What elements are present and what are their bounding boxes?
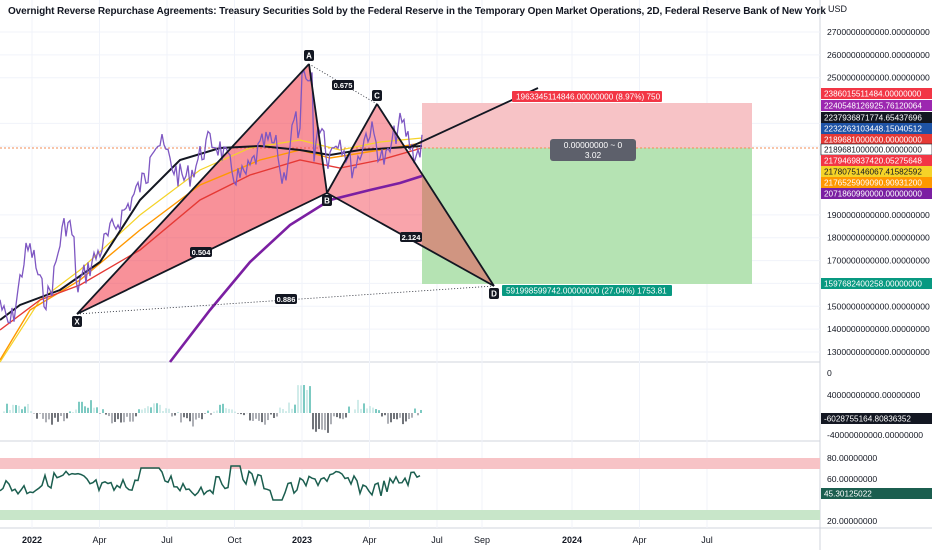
price-label: 2189681000000.00000000 (824, 146, 922, 155)
x-tick-label: Apr (362, 535, 376, 545)
currency-label: USD (828, 4, 848, 14)
stop-label: 591998599742.00000000 (27.04%) 1753.81 (506, 287, 667, 296)
price-label: 2237936871774.65437696 (824, 114, 922, 123)
y-tick-label: 1500000000000.00000000 (827, 301, 930, 311)
pattern-point-b-bg (322, 195, 332, 206)
price-label: 2189681000000.00000000 (824, 136, 922, 145)
ma-purple (168, 174, 423, 363)
pattern-point-d: D (491, 290, 497, 299)
macd-zero-tick: 0 (827, 368, 832, 378)
pattern-point-a-bg (304, 50, 314, 61)
y-tick-label: 2600000000000.00000000 (827, 50, 930, 60)
pattern-leg-0 (76, 63, 310, 315)
price-label-bg (821, 188, 932, 199)
price-label-bg (821, 123, 932, 134)
price-label: 2232263103448.15040512 (824, 125, 922, 134)
pattern-point-c-bg (372, 90, 382, 101)
ratio-label-bg (400, 232, 422, 242)
x-tick-label: Jul (161, 535, 173, 545)
macd-value-label: -6028755164.80836352 (824, 415, 911, 424)
price-line (0, 68, 423, 324)
x-tick-label: Apr (632, 535, 646, 545)
pattern-point-a: A (306, 52, 312, 61)
rsi-overbought-band (0, 458, 820, 469)
x-tick-label: Apr (92, 535, 106, 545)
price-label-bg (821, 278, 932, 289)
y-tick-label: 1700000000000.00000000 (827, 256, 930, 266)
price-label: 2176525909090.90931200 (824, 179, 922, 188)
price-label-bg (821, 177, 932, 188)
position-label-line2: 3.02 (585, 150, 602, 160)
x-tick-label: Sep (474, 535, 490, 545)
pattern-point-d-bg (489, 288, 499, 299)
pattern-leg-2 (326, 103, 378, 194)
price-label-bg (821, 134, 932, 145)
macd-y-tick: 40000000000.00000000 (827, 390, 920, 400)
rsi-value-label: 45.30125022 (824, 490, 872, 499)
pattern-point-c: C (374, 92, 380, 101)
y-tick-label: 1900000000000.00000000 (827, 210, 930, 220)
price-label: 2071860990000.00000000 (824, 190, 922, 199)
macd-y-tick: -40000000000.00000000 (827, 430, 923, 440)
ma-red (0, 147, 423, 331)
pattern-xab-fill (77, 64, 327, 314)
price-label-bg (821, 112, 932, 123)
price-label: 2179469837420.05275648 (824, 157, 922, 166)
price-label: 2178075146067.41582592 (824, 168, 922, 177)
pattern-point-x: X (74, 318, 80, 327)
price-label-bg (821, 88, 932, 99)
target-label: 1963345114846.00000000 (8.97%) 750 (516, 93, 661, 102)
position-label-bg (550, 139, 636, 161)
rsi-line (0, 465, 421, 501)
price-label-bg (821, 166, 932, 177)
ratio-label-bg (332, 80, 354, 90)
pattern-ratio-bd (326, 192, 495, 287)
x-tick-label: 2022 (22, 535, 42, 545)
pattern-leg-1 (308, 63, 328, 194)
y-tick-label: 2700000000000.00000000 (827, 27, 930, 37)
pattern-point-b: B (324, 197, 330, 206)
y-tick-label: 2500000000000.00000000 (827, 73, 930, 83)
target-label-bg (512, 91, 662, 102)
rsi-y-tick: 20.00000000 (827, 516, 877, 526)
pattern-leg-3 (376, 103, 495, 287)
stop-label-bg (502, 285, 672, 296)
ratio-label: 0.886 (277, 295, 296, 304)
rsi-y-tick: 60.00000000 (827, 474, 877, 484)
price-label: 2240548126925.76120064 (824, 102, 922, 111)
pattern-point-x-bg (72, 316, 82, 327)
x-tick-label: Oct (227, 535, 242, 545)
price-label: 1597682400258.00000000 (824, 280, 922, 289)
rsi-y-tick: 80.00000000 (827, 453, 877, 463)
chart-title: Overnight Reverse Repurchase Agreements:… (8, 6, 826, 17)
y-tick-label: 1800000000000.00000000 (827, 233, 930, 243)
pattern-ratio-xd (76, 285, 495, 315)
price-label: 2386015511484.00000000 (824, 90, 922, 99)
ratio-label: 2.124 (402, 233, 422, 242)
stop-zone (422, 148, 752, 284)
rsi-oversold-band (0, 510, 820, 520)
ratio-label: 0.504 (192, 248, 212, 257)
ma-black (0, 144, 423, 321)
ratio-label: 0.675 (334, 81, 353, 90)
y-tick-label: 1400000000000.00000000 (827, 324, 930, 334)
y-tick-label: 1300000000000.00000000 (827, 347, 930, 357)
ratio-label-bg (275, 294, 297, 304)
rsi-value-bg (821, 488, 932, 499)
price-label-bg (821, 155, 932, 166)
x-tick-label: Jul (701, 535, 713, 545)
x-tick-label: 2023 (292, 535, 312, 545)
price-label-bg (821, 100, 932, 111)
x-tick-label: Jul (431, 535, 443, 545)
position-label-line1: 0.00000000 ~ 0 (564, 140, 623, 150)
ma-yellow (0, 137, 423, 363)
x-tick-label: 2024 (562, 535, 582, 545)
macd-value-bg (821, 413, 932, 424)
ratio-label-bg (190, 247, 212, 257)
